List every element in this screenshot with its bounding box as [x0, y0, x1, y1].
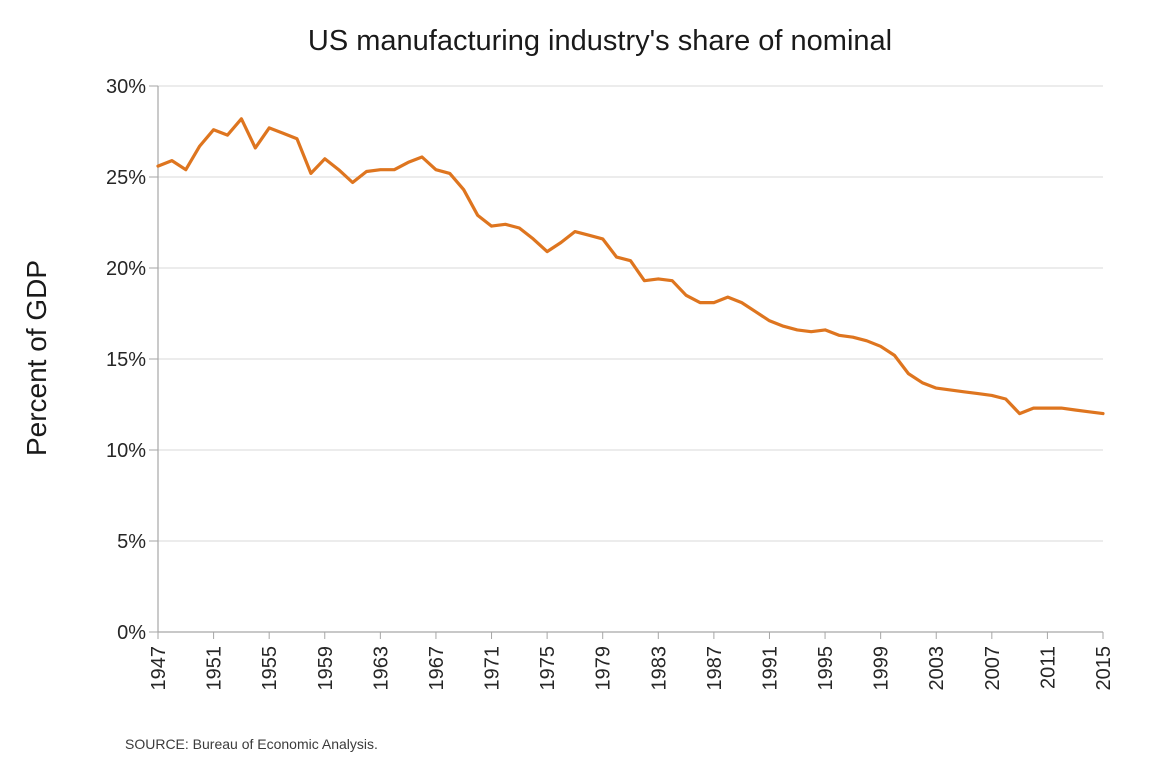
x-tick-label: 1959	[315, 646, 337, 691]
y-tick-label: 20%	[106, 258, 146, 280]
x-tick-label: 1979	[593, 646, 615, 691]
x-tick-label: 2015	[1093, 646, 1115, 691]
x-tick-label: 2011	[1037, 646, 1059, 689]
x-tick-label: 2007	[982, 646, 1004, 691]
x-tick-label: 1963	[370, 646, 392, 691]
x-tick-label: 1999	[871, 646, 893, 691]
chart-title: US manufacturing industry's share of nom…	[308, 25, 892, 57]
data-series-line	[156, 117, 1105, 416]
axes	[149, 85, 1104, 639]
x-tick-label: 1951	[204, 646, 226, 691]
x-tick-label: 2003	[926, 646, 948, 691]
x-tick-label: 1991	[759, 646, 781, 691]
y-axis-tick-labels: 0% 5% 10% 15% 20% 25% 30%	[106, 76, 146, 644]
x-axis-tick-labels: 1947 1951 1955 1959 1963 1967 1971 1975 1979 1983…	[148, 646, 1115, 691]
y-tick-label: 10%	[106, 440, 146, 462]
y-tick-label: 15%	[106, 349, 146, 371]
x-tick-label: 1971	[482, 646, 504, 691]
gridlines	[158, 85, 1103, 542]
y-tick-label: 25%	[106, 167, 146, 189]
y-tick-label: 0%	[117, 622, 146, 644]
y-tick-label: 5%	[117, 531, 146, 553]
x-tick-label: 1995	[815, 646, 837, 691]
x-tick-label: 1983	[648, 646, 670, 691]
x-tick-label: 1967	[426, 646, 448, 691]
source-note: SOURCE: Bureau of Economic Analysis.	[125, 736, 378, 752]
manufacturing-share-line	[156, 117, 1105, 416]
x-tick-label: 1975	[537, 646, 559, 691]
y-axis-title: Percent of GDP	[21, 260, 52, 456]
x-tick-label: 1955	[259, 646, 281, 691]
x-tick-label: 1987	[704, 646, 726, 691]
x-tick-label: 1947	[148, 646, 170, 691]
y-tick-label: 30%	[106, 76, 146, 98]
